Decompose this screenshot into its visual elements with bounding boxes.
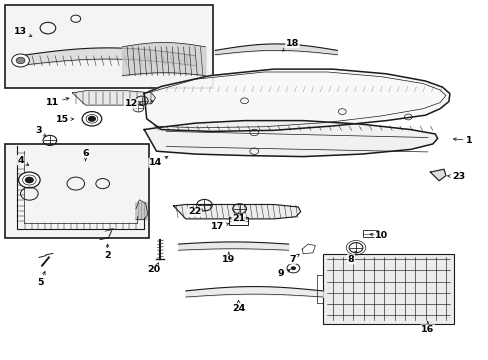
Circle shape [19,172,40,188]
Circle shape [286,264,299,273]
Text: 9: 9 [277,269,289,278]
Text: 5: 5 [37,271,45,287]
Text: 4: 4 [17,156,29,166]
Bar [322,254,453,324]
Polygon shape [429,169,445,181]
Text: 24: 24 [231,300,245,313]
Text: 22: 22 [187,207,202,216]
Circle shape [88,116,96,122]
Polygon shape [144,121,437,157]
Bar [5,5,212,88]
Text: 8: 8 [347,251,356,264]
Circle shape [290,266,295,270]
Circle shape [82,112,102,126]
Text: 1: 1 [452,136,472,145]
Text: 17: 17 [210,222,228,231]
Text: 10: 10 [369,231,387,240]
Bar [362,230,378,237]
Polygon shape [173,204,300,219]
Polygon shape [72,91,155,105]
Circle shape [12,54,29,67]
Circle shape [16,57,25,64]
Text: 13: 13 [14,27,32,37]
Text: 18: 18 [282,39,299,51]
Text: 19: 19 [222,252,235,264]
Text: 23: 23 [447,172,464,181]
Text: 12: 12 [124,99,141,108]
Polygon shape [144,69,449,131]
Text: 6: 6 [82,149,89,161]
Bar [5,144,149,238]
Text: 11: 11 [46,98,69,107]
Text: 3: 3 [35,126,46,136]
Text: 20: 20 [147,262,160,274]
Text: 21: 21 [231,212,245,223]
Text: 14: 14 [148,157,167,167]
Bar [228,217,248,225]
Text: 2: 2 [104,244,111,260]
Text: 16: 16 [420,321,434,334]
Text: 7: 7 [288,254,299,264]
Circle shape [25,177,34,183]
Text: 15: 15 [56,115,74,124]
